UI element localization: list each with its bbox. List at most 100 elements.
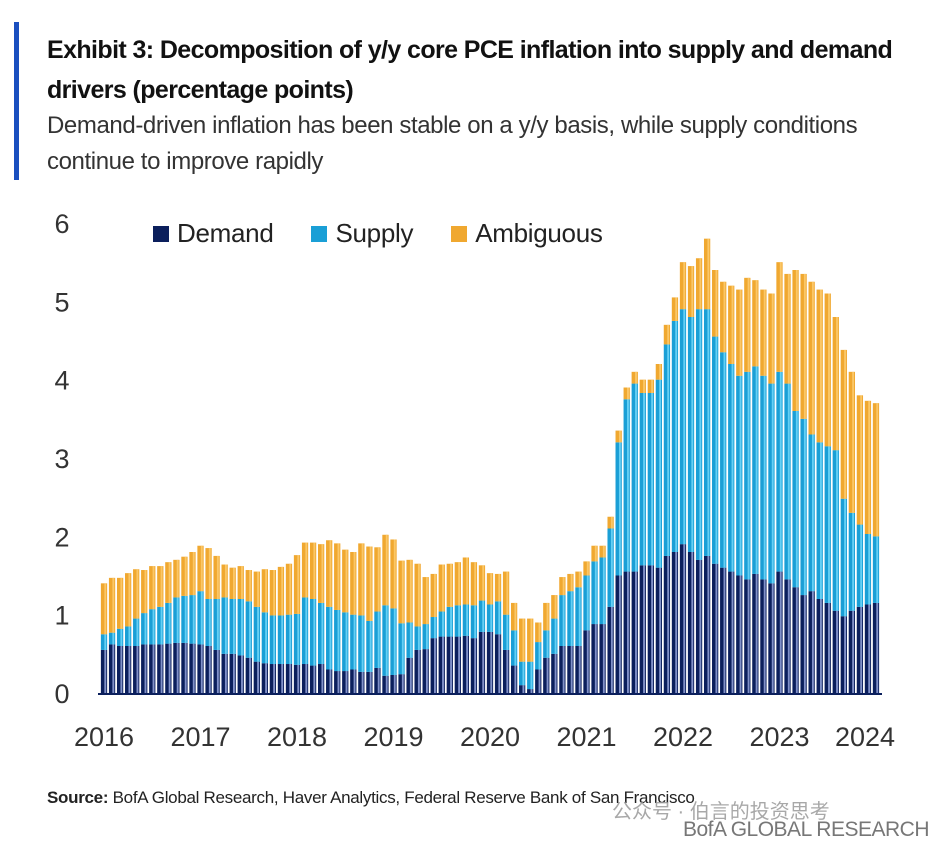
- bar-highlight: [667, 555, 670, 693]
- bar-highlight: [675, 552, 678, 693]
- bar-highlight: [152, 566, 155, 610]
- brand-label: BofA GLOBAL RESEARCH: [683, 818, 930, 841]
- bar-highlight: [474, 638, 477, 693]
- bar-segment-ambiguous: [237, 566, 244, 599]
- bar-highlight: [530, 618, 533, 662]
- bar-highlight: [144, 644, 147, 693]
- bar-highlight: [627, 399, 629, 572]
- bar-segment-ambiguous: [285, 563, 293, 615]
- bar-highlight: [434, 573, 436, 618]
- bar-highlight: [562, 646, 565, 693]
- bar-segment-demand: [221, 653, 228, 693]
- bar-segment-supply: [116, 628, 124, 646]
- bar-segment-ambiguous: [261, 569, 268, 613]
- bar-segment-ambiguous: [695, 258, 703, 310]
- bar-highlight: [184, 642, 187, 693]
- bar-highlight: [787, 383, 790, 580]
- bar-highlight: [321, 664, 324, 693]
- bar-highlight: [265, 663, 268, 693]
- bar-highlight: [321, 544, 324, 603]
- bar-segment-ambiguous: [221, 564, 228, 598]
- bar-highlight: [683, 544, 686, 693]
- bar-segment-supply: [502, 614, 510, 650]
- bar-segment-demand: [189, 643, 196, 693]
- bar-highlight: [474, 605, 477, 639]
- bar-segment-ambiguous: [792, 270, 799, 411]
- bar-highlight: [208, 646, 211, 693]
- bar-segment-demand: [816, 599, 823, 693]
- bar-segment-demand: [527, 689, 534, 693]
- bar-segment-supply: [245, 601, 252, 658]
- bar-segment-ambiguous: [245, 570, 252, 602]
- bar-segment-supply: [149, 609, 156, 645]
- bar-highlight: [763, 579, 766, 693]
- bar-highlight: [739, 575, 742, 693]
- bar-highlight: [450, 636, 452, 693]
- bar-segment-ambiguous: [342, 549, 349, 613]
- bar-highlight: [482, 565, 485, 601]
- bar-segment-ambiguous: [229, 567, 236, 599]
- bar-segment-supply: [374, 611, 381, 668]
- bar-segment-supply: [318, 602, 325, 665]
- bar-segment-demand: [374, 667, 381, 693]
- bar-segment-demand: [494, 634, 502, 693]
- bar-highlight: [369, 620, 372, 672]
- source-note: Source: BofA Global Research, Haver Anal…: [47, 788, 695, 808]
- bar-highlight: [160, 644, 163, 693]
- bar-highlight: [731, 571, 734, 693]
- bar-highlight: [522, 618, 525, 662]
- bar-highlight: [747, 579, 750, 693]
- bar-highlight: [176, 642, 179, 693]
- bar-highlight: [265, 612, 268, 664]
- bar-highlight: [104, 634, 107, 650]
- bar-segment-supply: [221, 597, 228, 654]
- bar-highlight: [104, 649, 107, 693]
- bar-segment-demand: [398, 674, 405, 693]
- bar-segment-ambiguous: [864, 400, 872, 534]
- bar-highlight: [385, 534, 388, 606]
- bar-highlight: [610, 516, 613, 529]
- bar-segment-demand: [285, 664, 293, 693]
- bar-highlight: [369, 546, 372, 621]
- x-tick-label: 2022: [653, 722, 713, 752]
- bar-segment-ambiguous: [840, 349, 847, 499]
- bar-highlight: [659, 567, 662, 693]
- bar-segment-supply: [543, 630, 550, 658]
- bar-highlight: [755, 573, 758, 693]
- bar-segment-demand: [157, 644, 164, 693]
- bar-highlight: [715, 336, 718, 564]
- bar-segment-ambiguous: [454, 562, 461, 606]
- bar-highlight: [241, 599, 243, 656]
- bar-segment-ambiguous: [326, 540, 333, 607]
- bar-highlight: [594, 624, 597, 693]
- bar-highlight: [273, 615, 276, 665]
- bar-segment-demand: [655, 567, 662, 693]
- bar-highlight: [361, 671, 364, 693]
- x-tick-label: 2021: [556, 722, 616, 752]
- bar-segment-demand: [800, 595, 807, 693]
- bar-segment-supply: [326, 606, 333, 670]
- bar-highlight: [498, 601, 501, 635]
- bar-highlight: [795, 587, 798, 693]
- bar-segment-supply: [253, 606, 260, 662]
- bar-highlight: [546, 602, 549, 631]
- bar-segment-demand: [269, 664, 277, 693]
- bar-highlight: [160, 566, 163, 607]
- bar-highlight: [691, 317, 694, 552]
- bar-segment-supply: [478, 600, 486, 632]
- bar-segment-demand: [832, 610, 839, 693]
- bar-segment-supply: [840, 498, 847, 617]
- bar-segment-ambiguous: [398, 560, 405, 624]
- bar-segment-demand: [856, 606, 864, 693]
- bar-highlight: [458, 562, 461, 606]
- bar-highlight: [434, 617, 436, 639]
- bar-highlight: [353, 614, 356, 670]
- bar-segment-demand: [301, 664, 309, 693]
- bar-highlight: [313, 542, 316, 599]
- bar-segment-ambiguous: [478, 565, 486, 601]
- bar-segment-demand: [334, 671, 341, 693]
- bar-highlight: [152, 609, 155, 645]
- bar-highlight: [168, 643, 171, 693]
- bar-highlight: [490, 573, 493, 605]
- legend-label-ambiguous: Ambiguous: [475, 218, 603, 248]
